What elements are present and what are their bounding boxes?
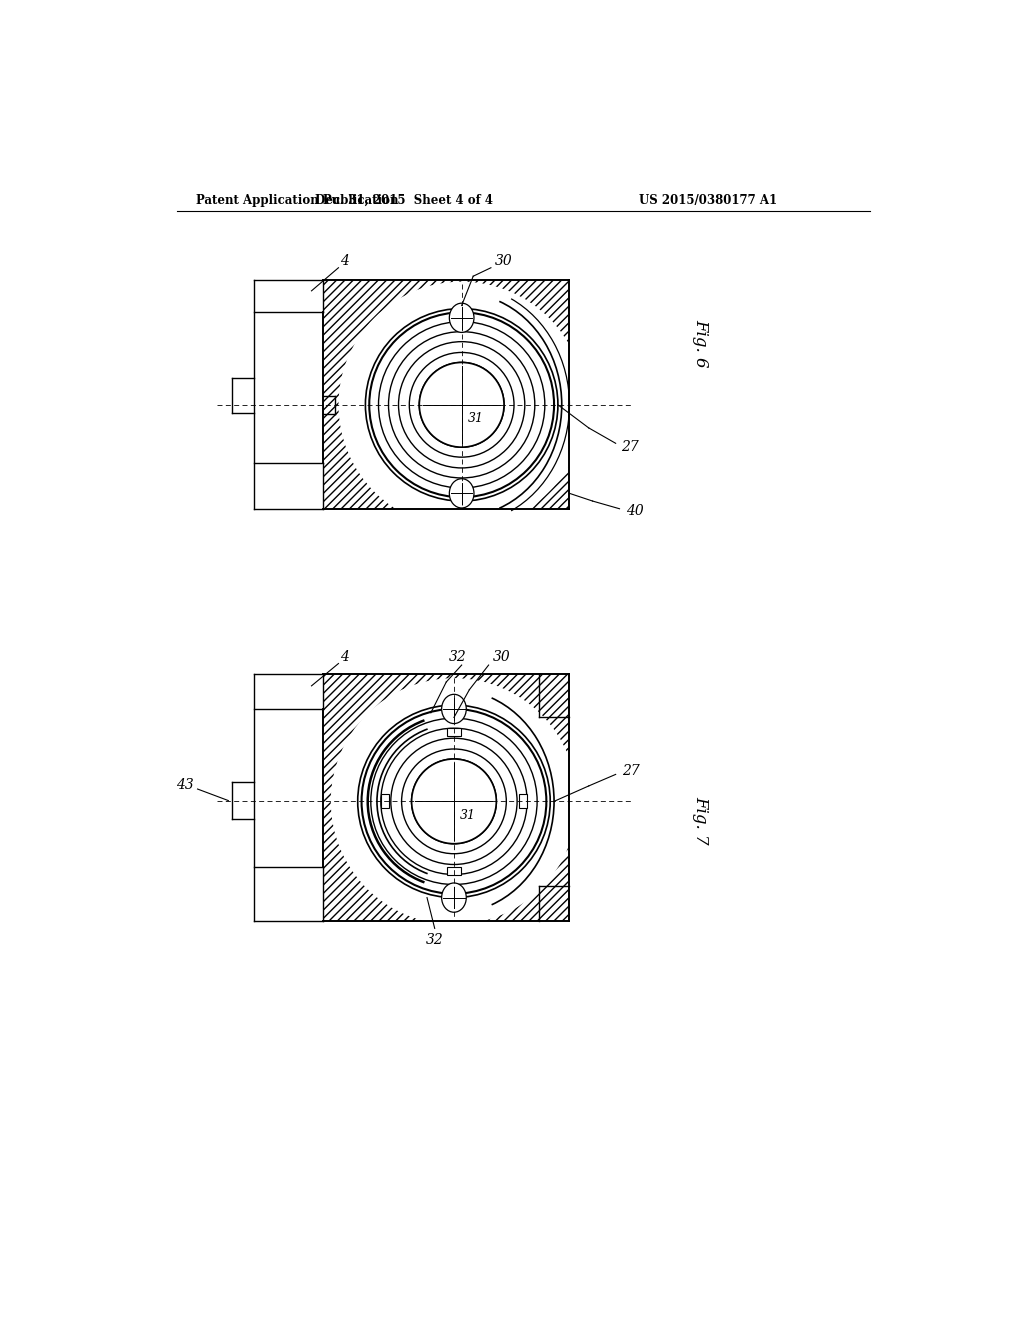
Text: 30: 30 (496, 253, 513, 268)
Text: 4: 4 (340, 253, 349, 268)
Circle shape (331, 678, 578, 924)
Circle shape (419, 363, 504, 447)
Ellipse shape (441, 694, 466, 723)
Bar (323, 675, 569, 921)
Circle shape (391, 738, 517, 865)
Text: Dec. 31, 2015  Sheet 4 of 4: Dec. 31, 2015 Sheet 4 of 4 (315, 194, 493, 207)
Bar (323, 280, 569, 508)
Circle shape (379, 322, 545, 488)
Circle shape (412, 759, 497, 843)
Text: Fig. 6: Fig. 6 (692, 319, 710, 367)
Ellipse shape (450, 479, 474, 508)
Ellipse shape (450, 304, 474, 333)
Ellipse shape (446, 297, 477, 339)
Ellipse shape (438, 686, 469, 731)
Text: 27: 27 (621, 440, 638, 454)
Bar (519, 795, 527, 808)
Text: 30: 30 (493, 651, 511, 664)
Circle shape (339, 281, 585, 528)
Bar (447, 729, 461, 737)
Text: 43: 43 (176, 779, 194, 792)
Ellipse shape (438, 875, 469, 920)
Bar (254, 709, 323, 867)
Ellipse shape (446, 473, 477, 515)
Circle shape (371, 718, 538, 884)
Bar (381, 795, 388, 808)
Text: 32: 32 (426, 933, 443, 946)
Text: 27: 27 (623, 763, 640, 777)
Bar (254, 867, 323, 921)
Circle shape (398, 342, 525, 469)
Text: 32: 32 (449, 651, 467, 664)
Text: 31: 31 (460, 809, 476, 822)
Text: 31: 31 (468, 412, 483, 425)
Bar (254, 313, 323, 462)
Circle shape (419, 363, 504, 447)
Text: 4: 4 (340, 649, 349, 664)
Circle shape (412, 759, 497, 843)
Text: Fig. 7: Fig. 7 (692, 796, 710, 845)
Text: Patent Application Publication: Patent Application Publication (196, 194, 398, 207)
Bar (254, 280, 323, 313)
Text: US 2015/0380177 A1: US 2015/0380177 A1 (639, 194, 777, 207)
Bar (254, 675, 323, 709)
Circle shape (357, 705, 550, 898)
Bar (447, 867, 461, 875)
Circle shape (366, 309, 558, 502)
Text: 40: 40 (626, 504, 644, 517)
Ellipse shape (441, 883, 466, 912)
Bar (254, 462, 323, 508)
